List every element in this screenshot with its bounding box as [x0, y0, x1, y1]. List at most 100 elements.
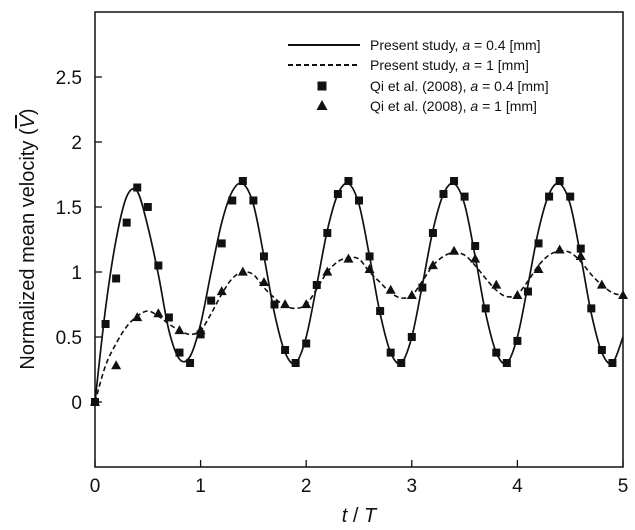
data-point-triangle [343, 253, 354, 263]
series-line-0 [94, 182, 624, 403]
data-point-square [196, 330, 205, 339]
plot-frame [94, 11, 624, 468]
data-point-triangle [470, 253, 481, 263]
data-point-triangle [111, 360, 122, 370]
data-point-triangle [596, 279, 607, 289]
y-tick-label: 0.5 [56, 328, 82, 349]
legend-label-2: Qi et al. (2008), a = 0.4 [mm] [370, 78, 549, 94]
data-point-square [143, 203, 152, 211]
data-point-square [355, 196, 363, 205]
data-point-square [259, 252, 268, 261]
x-tick-label: 2 [301, 476, 312, 497]
data-point-triangle [575, 251, 586, 260]
data-point-square [439, 190, 448, 198]
data-point-triangle [280, 299, 291, 309]
data-point-triangle [533, 264, 544, 273]
legend-entry-2: Qi et al. (2008), a = 0.4 [mm] [317, 78, 549, 94]
legend-label-0: Present study, a = 0.4 [mm] [370, 37, 541, 53]
legend-entry-0: Present study, a = 0.4 [mm] [288, 37, 541, 53]
x-axis-title: t / T [342, 505, 378, 527]
data-point-square [471, 242, 480, 250]
legend-swatch-triangle [316, 100, 328, 110]
data-point-square [238, 177, 247, 185]
data-point-square [587, 304, 596, 313]
data-point-square [534, 239, 543, 248]
data-point-square [397, 359, 406, 367]
data-point-square [270, 300, 279, 309]
data-point-square [186, 359, 195, 367]
data-point-triangle [512, 290, 523, 299]
y-axis-title: Normalized mean velocity (V) [17, 108, 39, 369]
data-point-square [386, 348, 395, 357]
legend-entry-1: Present study, a = 1 [mm] [288, 57, 529, 73]
data-point-triangle [195, 325, 206, 335]
data-point-square [281, 346, 290, 354]
data-point-square [112, 274, 121, 283]
data-point-triangle [449, 245, 460, 255]
x-tick-label: 3 [407, 476, 418, 497]
data-point-square [502, 359, 511, 367]
data-point-square [228, 196, 237, 205]
data-point-triangle [237, 266, 248, 276]
data-point-square [566, 192, 575, 201]
data-point-square [333, 190, 342, 198]
data-point-square [608, 359, 617, 367]
data-point-square [302, 339, 311, 348]
x-tick-label: 5 [618, 476, 629, 497]
data-point-square [545, 192, 554, 201]
data-point-square [207, 296, 216, 305]
x-tick-label: 0 [90, 476, 101, 497]
data-point-square [481, 304, 490, 313]
series-line-1 [94, 250, 624, 403]
legend-swatch-square [317, 81, 327, 91]
data-point-triangle [216, 286, 227, 296]
data-point-triangle [174, 325, 185, 335]
data-point-square [597, 346, 606, 354]
data-point-triangle [132, 312, 143, 322]
y-tick-label: 0 [71, 393, 82, 414]
data-point-triangle [427, 260, 438, 270]
ticks: 0 1 2 3 4 5 0 0.5 1 1.5 2 2.5 [56, 68, 629, 497]
data-point-triangle [618, 290, 628, 299]
legend-entry-3: Qi et al. (2008), a = 1 [mm] [316, 98, 537, 114]
data-point-square [133, 183, 142, 192]
legend: Present study, a = 0.4 [mm] Present study… [288, 37, 549, 114]
y-tick-label: 2 [71, 133, 82, 154]
data-point-square [428, 229, 437, 237]
data-point-triangle [322, 266, 333, 276]
data-point-square [101, 320, 110, 328]
data-point-square [344, 177, 353, 185]
data-point-triangle [301, 299, 312, 309]
data-point-triangle [258, 277, 269, 286]
data-point-square [523, 287, 532, 296]
data-point-square [365, 252, 374, 261]
data-point-square [450, 177, 459, 185]
data-point-square [323, 229, 332, 237]
data-point-square [154, 261, 163, 270]
data-point-square [291, 359, 300, 367]
data-point-square [312, 281, 321, 289]
y-tick-label: 1 [71, 263, 82, 284]
data-point-triangle [491, 279, 502, 289]
data-point-square [217, 239, 226, 248]
series-layer [90, 177, 628, 406]
legend-label-1: Present study, a = 1 [mm] [370, 57, 529, 73]
data-point-square [175, 348, 184, 357]
data-point-square [460, 192, 469, 201]
data-point-square [164, 313, 173, 322]
data-point-square [407, 333, 416, 341]
data-point-square [418, 283, 427, 292]
x-tick-label: 4 [512, 476, 523, 497]
data-point-triangle [554, 244, 565, 254]
legend-label-3: Qi et al. (2008), a = 1 [mm] [370, 98, 537, 114]
data-point-triangle [406, 290, 417, 299]
data-point-triangle [364, 264, 375, 273]
data-point-square [122, 218, 131, 227]
data-point-triangle [385, 284, 396, 294]
data-point-square [376, 307, 385, 315]
y-tick-label: 1.5 [56, 198, 82, 219]
y-tick-label: 2.5 [56, 68, 82, 89]
data-point-triangle [153, 308, 164, 318]
data-point-square [513, 336, 522, 345]
